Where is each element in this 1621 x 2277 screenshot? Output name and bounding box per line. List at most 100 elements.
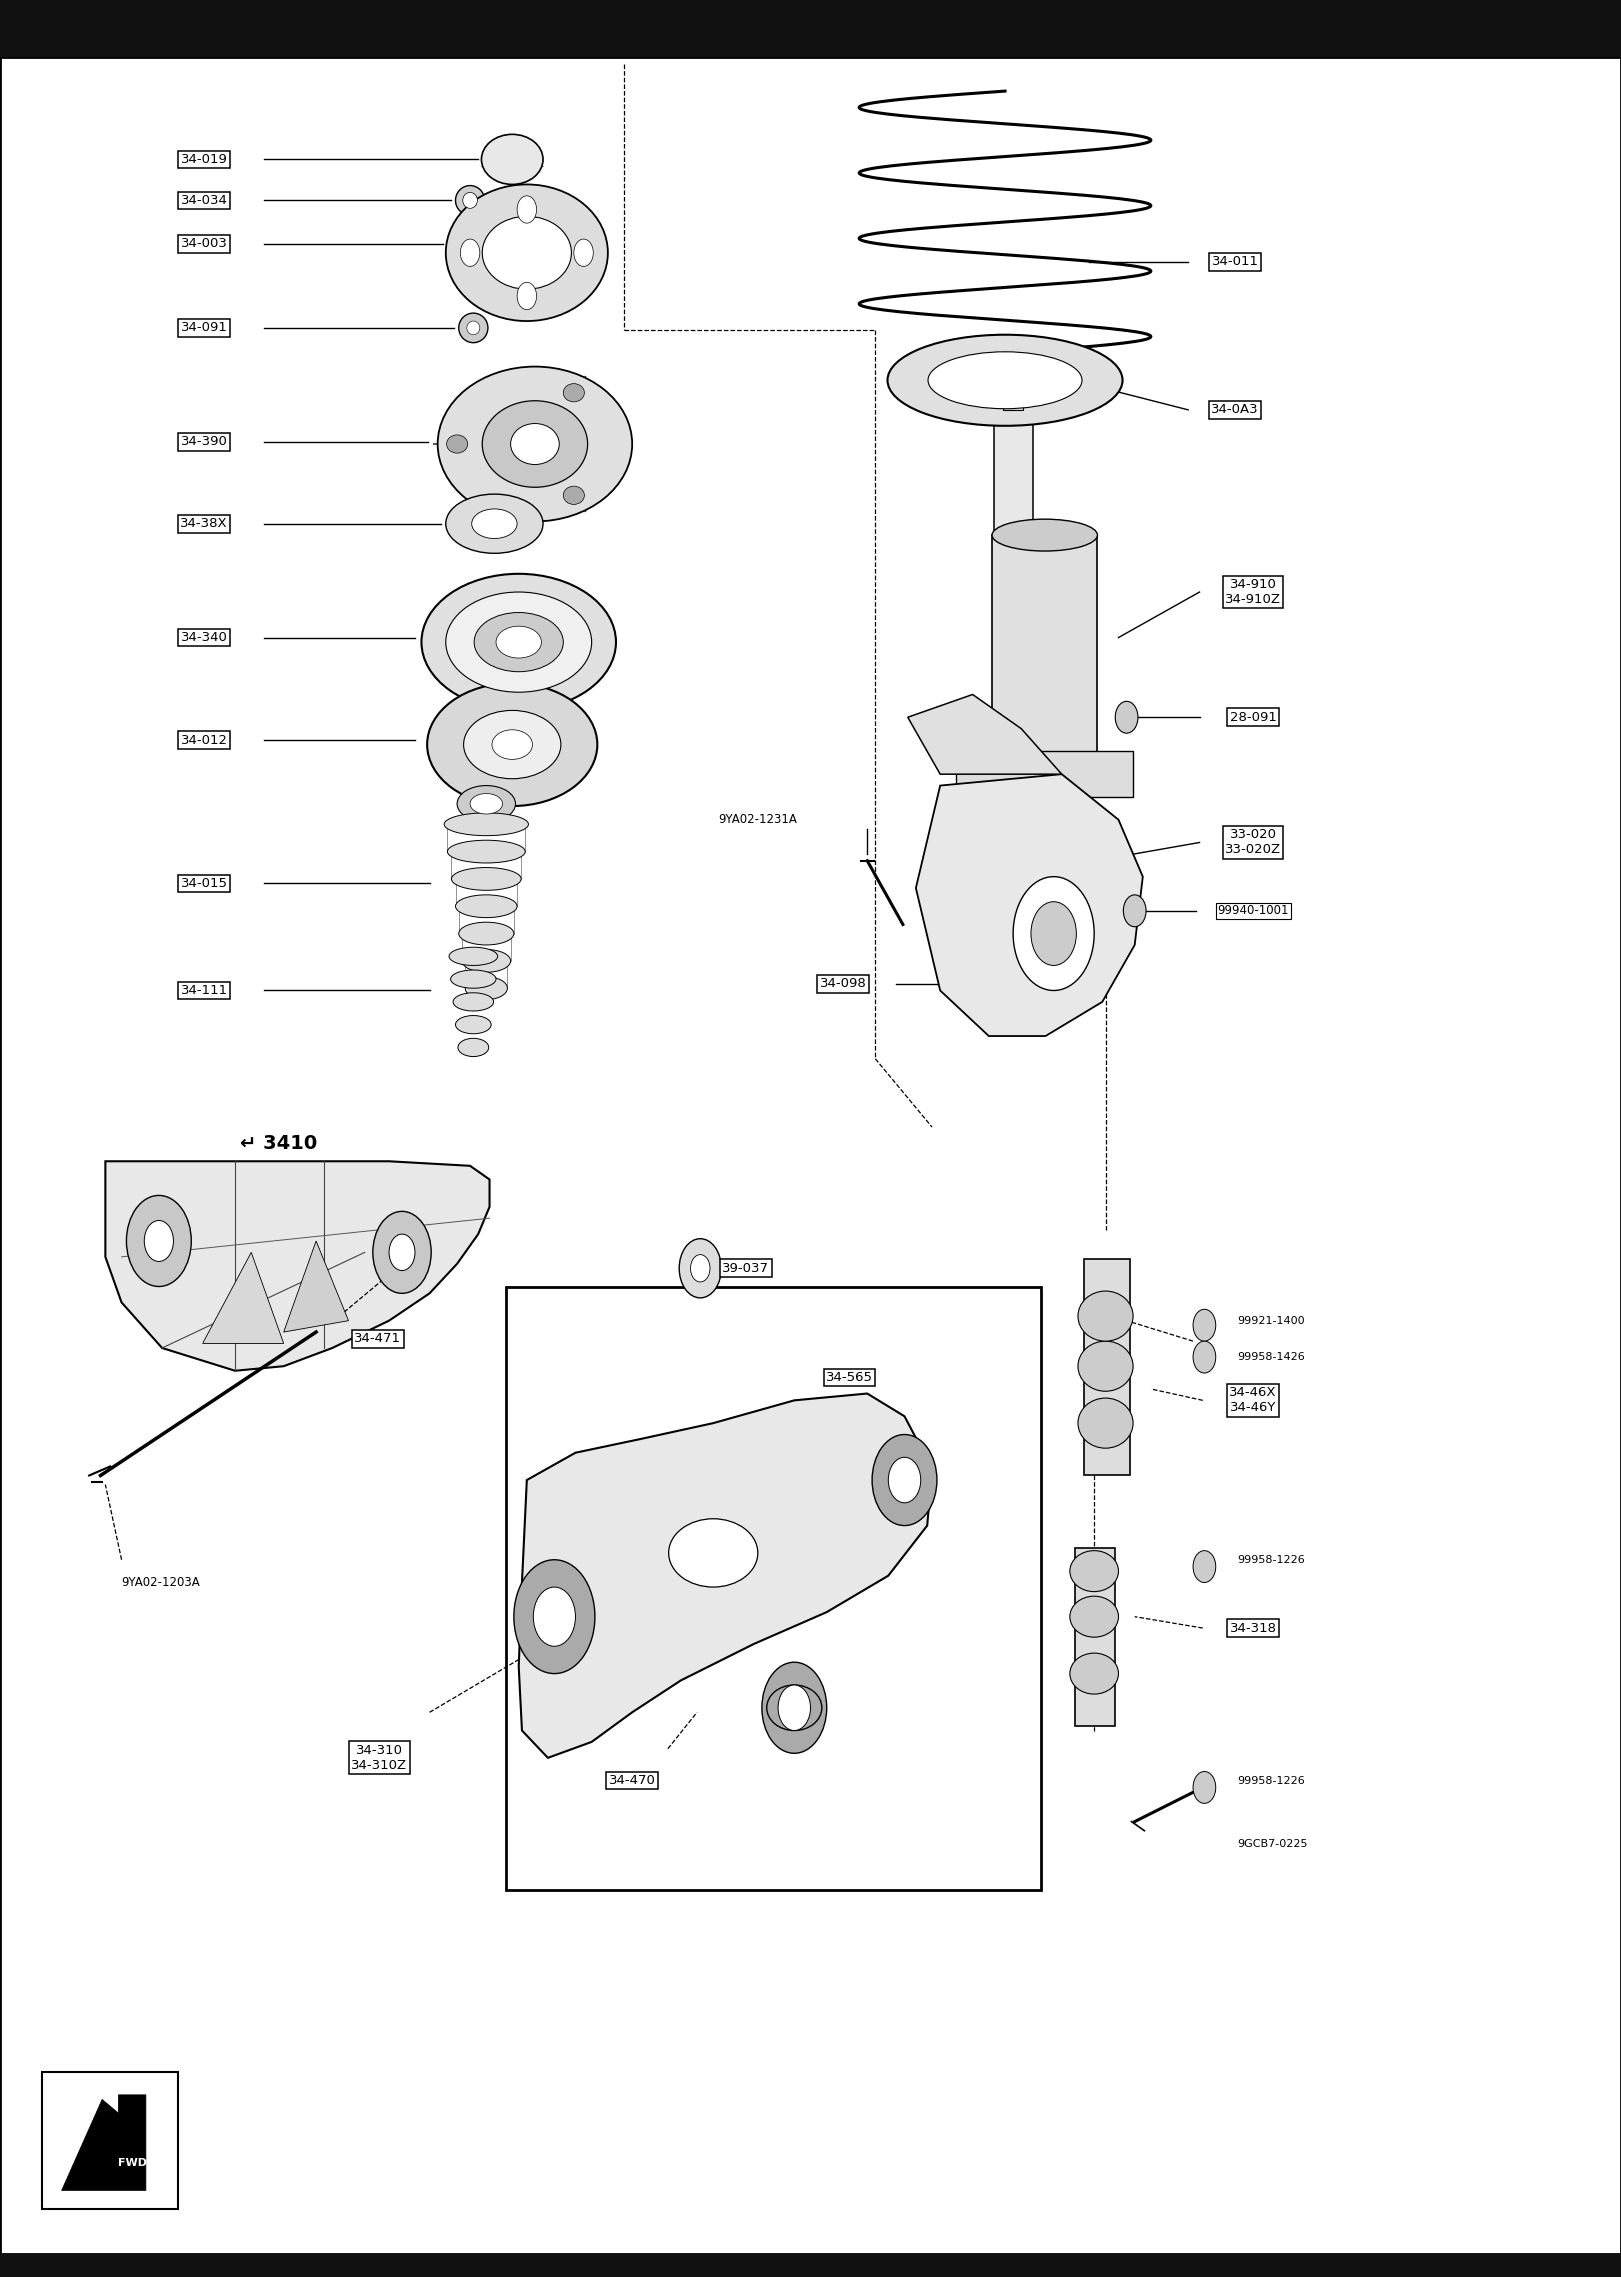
Ellipse shape	[888, 335, 1122, 426]
Circle shape	[514, 1560, 595, 1674]
Circle shape	[872, 1435, 937, 1526]
Text: 9YA02-1203A: 9YA02-1203A	[122, 1576, 201, 1589]
Text: 34-38X: 34-38X	[180, 517, 229, 531]
Bar	[506, 1287, 1041, 1890]
Circle shape	[460, 239, 480, 266]
Circle shape	[389, 1234, 415, 1271]
Ellipse shape	[564, 487, 584, 505]
Ellipse shape	[457, 1038, 488, 1057]
Bar	[1003, 369, 1023, 410]
Ellipse shape	[438, 367, 632, 521]
Polygon shape	[916, 774, 1143, 1036]
Text: 34-012: 34-012	[182, 733, 227, 747]
Text: 34-019: 34-019	[182, 153, 227, 166]
Text: 34-003: 34-003	[182, 237, 227, 250]
Ellipse shape	[1070, 1596, 1118, 1637]
Polygon shape	[908, 694, 1062, 774]
Bar	[42, 2072, 178, 2209]
Text: 9YA02-1231A: 9YA02-1231A	[718, 813, 798, 827]
Circle shape	[762, 1662, 827, 1753]
Text: 34-098: 34-098	[820, 977, 866, 990]
Ellipse shape	[447, 840, 525, 863]
Ellipse shape	[511, 424, 559, 465]
Text: 34-390: 34-390	[182, 435, 227, 449]
Ellipse shape	[451, 970, 496, 988]
Text: 34-0A3: 34-0A3	[1211, 403, 1260, 417]
Ellipse shape	[496, 626, 541, 658]
Text: 9GCB7-0225: 9GCB7-0225	[1237, 1840, 1307, 1849]
Ellipse shape	[421, 574, 616, 710]
Text: 99958-1426: 99958-1426	[1237, 1353, 1305, 1362]
Ellipse shape	[483, 216, 571, 289]
Circle shape	[1115, 701, 1138, 733]
Text: 34-011: 34-011	[1213, 255, 1258, 269]
Circle shape	[679, 1239, 721, 1298]
Text: 33-020
33-020Z: 33-020 33-020Z	[1225, 829, 1281, 856]
Text: 34-091: 34-091	[182, 321, 227, 335]
Circle shape	[1031, 902, 1076, 965]
Circle shape	[1123, 895, 1146, 927]
Text: FWD: FWD	[118, 2159, 148, 2168]
Ellipse shape	[1070, 1551, 1118, 1592]
Ellipse shape	[459, 922, 514, 945]
Text: 34-015: 34-015	[182, 877, 227, 890]
Bar	[1075, 1548, 1115, 1726]
Ellipse shape	[465, 977, 507, 1000]
Text: 99940-1001: 99940-1001	[1217, 904, 1289, 918]
Ellipse shape	[473, 613, 564, 672]
Ellipse shape	[464, 710, 561, 779]
Text: 34-310
34-310Z: 34-310 34-310Z	[352, 1744, 407, 1772]
Polygon shape	[62, 2095, 146, 2190]
Ellipse shape	[1078, 1398, 1133, 1448]
Ellipse shape	[459, 312, 488, 344]
Bar	[994, 387, 1033, 558]
Circle shape	[126, 1195, 191, 1287]
Ellipse shape	[451, 868, 520, 890]
Text: 28-091: 28-091	[1230, 710, 1276, 724]
Ellipse shape	[992, 519, 1097, 551]
Text: ↵ 3410: ↵ 3410	[240, 1134, 318, 1152]
Ellipse shape	[1078, 1291, 1133, 1341]
Bar	[1084, 1259, 1130, 1475]
Ellipse shape	[564, 383, 584, 401]
Text: 34-565: 34-565	[827, 1371, 872, 1384]
Ellipse shape	[481, 134, 543, 184]
Text: 34-46X
34-46Y: 34-46X 34-46Y	[1229, 1387, 1277, 1414]
Polygon shape	[519, 1394, 932, 1758]
Ellipse shape	[1078, 1341, 1133, 1391]
Ellipse shape	[428, 683, 597, 806]
Ellipse shape	[668, 1519, 757, 1587]
Text: 34-340: 34-340	[182, 631, 227, 644]
Ellipse shape	[927, 351, 1083, 410]
Ellipse shape	[456, 1016, 491, 1034]
Polygon shape	[284, 1241, 349, 1332]
Ellipse shape	[472, 508, 517, 540]
Circle shape	[691, 1255, 710, 1282]
Ellipse shape	[464, 191, 477, 207]
Text: 34-034: 34-034	[182, 194, 227, 207]
Bar	[956, 751, 1133, 797]
Ellipse shape	[444, 813, 528, 836]
Ellipse shape	[483, 401, 587, 487]
Circle shape	[373, 1211, 431, 1293]
Ellipse shape	[456, 895, 517, 918]
Circle shape	[574, 239, 593, 266]
Ellipse shape	[446, 592, 592, 692]
Ellipse shape	[467, 321, 480, 335]
Text: 39-037: 39-037	[723, 1261, 768, 1275]
Circle shape	[517, 196, 537, 223]
Ellipse shape	[457, 786, 515, 822]
Bar	[0, 2254, 1621, 2277]
Circle shape	[533, 1587, 575, 1646]
Text: 34-318: 34-318	[1230, 1621, 1276, 1635]
Ellipse shape	[449, 947, 498, 965]
Text: 34-910
34-910Z: 34-910 34-910Z	[1225, 578, 1281, 606]
Polygon shape	[105, 1161, 490, 1371]
Ellipse shape	[1070, 1653, 1118, 1694]
Bar	[0, 0, 1621, 57]
Ellipse shape	[446, 435, 467, 453]
Circle shape	[888, 1457, 921, 1503]
Bar	[992, 535, 1097, 763]
Circle shape	[1193, 1341, 1216, 1373]
Text: 34-111: 34-111	[180, 984, 229, 997]
